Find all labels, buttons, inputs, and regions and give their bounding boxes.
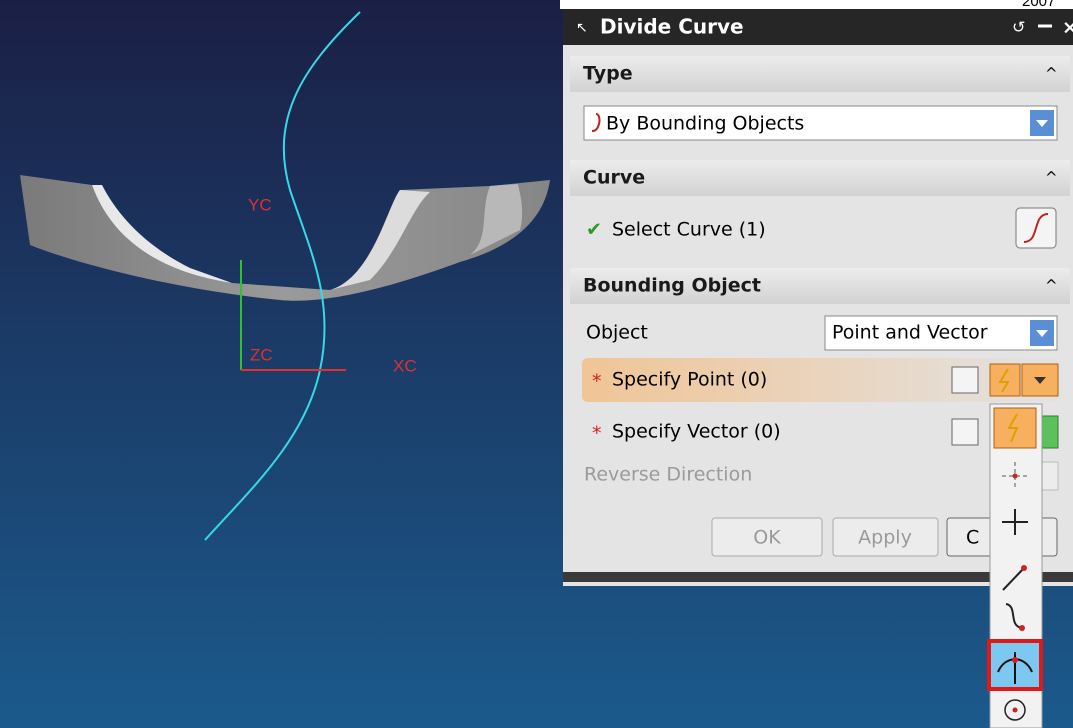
screen: 2007 YC ZC XC Divide Curve ↖ ↺ × Type ^ …	[0, 0, 1073, 728]
watermark: 2007	[1022, 0, 1055, 10]
top-strip	[560, 0, 1073, 9]
collapse[interactable]: ^	[1045, 169, 1058, 187]
close[interactable]: ×	[1062, 17, 1073, 39]
vector-dropdown[interactable]	[1040, 416, 1058, 448]
object-label: Object	[586, 322, 648, 344]
axis-label: YC	[248, 195, 272, 214]
row-label-disabled: Reverse Direction	[584, 464, 752, 486]
row-label: Specify Vector (0)	[612, 421, 781, 443]
required-mark: *	[592, 371, 602, 393]
section-header[interactable]	[570, 56, 1070, 92]
pin-icon[interactable]: ↖	[576, 20, 588, 36]
selector-label: Select Curve (1)	[612, 219, 766, 241]
button-label: OK	[753, 527, 781, 549]
check: ✔	[586, 219, 602, 241]
reverse-button	[1040, 462, 1058, 490]
button-label: C	[966, 527, 979, 549]
collapse[interactable]: ^	[1045, 277, 1058, 295]
vector-dialog-button[interactable]	[952, 419, 978, 445]
row-label: Specify Point (0)	[612, 369, 767, 391]
dialog-title: Divide Curve	[600, 15, 744, 39]
required-mark: *	[592, 423, 602, 445]
section-title: Curve	[583, 167, 645, 189]
dropdown-value: Point and Vector	[832, 322, 988, 344]
button-label: Apply	[858, 527, 912, 549]
section-title: Bounding Object	[583, 275, 761, 297]
axis-label: XC	[393, 356, 417, 375]
point-dialog-button[interactable]	[952, 367, 978, 393]
inferred-point-button[interactable]	[990, 364, 1020, 396]
axis-label: ZC	[250, 345, 273, 364]
reset-icon[interactable]: ↺	[1012, 18, 1025, 37]
dropdown-value: By Bounding Objects	[606, 113, 804, 135]
collapse[interactable]: ^	[1045, 65, 1058, 83]
section-title: Type	[583, 63, 633, 85]
